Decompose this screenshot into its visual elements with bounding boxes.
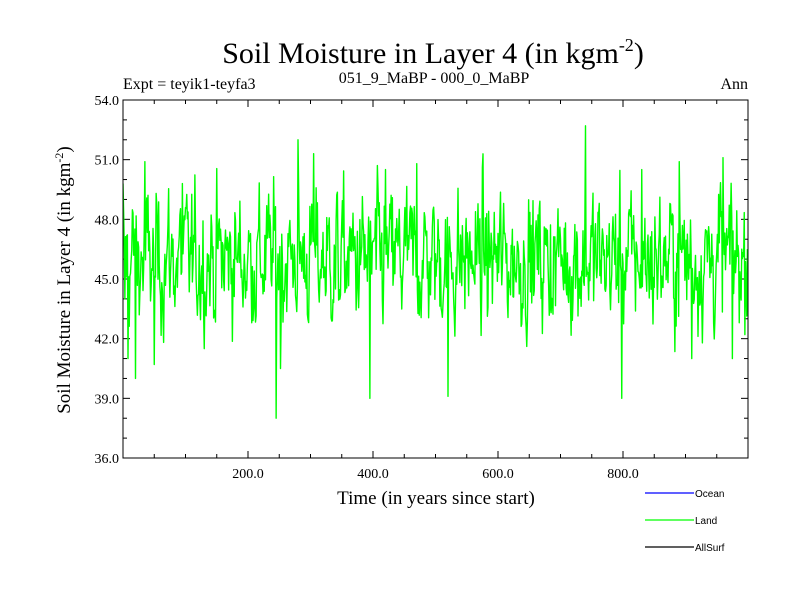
legend-label: AllSurf <box>695 543 725 554</box>
x-tick-label: 800.0 <box>607 467 639 482</box>
chart-title: Soil Moisture in Layer 4 (in kgm-2) <box>222 35 644 70</box>
series-line-land <box>123 125 748 419</box>
legend-label: Land <box>695 516 717 527</box>
y-tick-label: 51.0 <box>95 154 120 169</box>
y-tick-label: 45.0 <box>95 273 120 288</box>
legend-item-ocean: Ocean <box>645 489 724 500</box>
x-axis-label: Time (in years since start) <box>337 488 535 509</box>
y-tick-label: 54.0 <box>95 94 120 109</box>
subtitle-left: Expt = teyik1-teyfa3 <box>123 76 256 93</box>
x-tick-label: 600.0 <box>482 467 514 482</box>
legend-item-allsurf: AllSurf <box>645 543 725 554</box>
subtitle-center: 051_9_MaBP - 000_0_MaBP <box>339 70 530 87</box>
x-tick-label: 400.0 <box>357 467 389 482</box>
y-tick-label: 42.0 <box>95 333 120 348</box>
legend-item-land: Land <box>645 516 717 527</box>
y-tick-label: 39.0 <box>95 392 120 407</box>
subtitle-right: Ann <box>720 76 748 93</box>
plot-frame <box>122 99 749 459</box>
y-tick-label: 36.0 <box>95 452 120 467</box>
y-tick-label: 48.0 <box>95 213 120 228</box>
legend-label: Ocean <box>695 489 724 500</box>
x-tick-label: 200.0 <box>232 467 264 482</box>
y-axis-label: Soil Moisture in Layer 4 (in kgm-2) <box>52 146 75 414</box>
